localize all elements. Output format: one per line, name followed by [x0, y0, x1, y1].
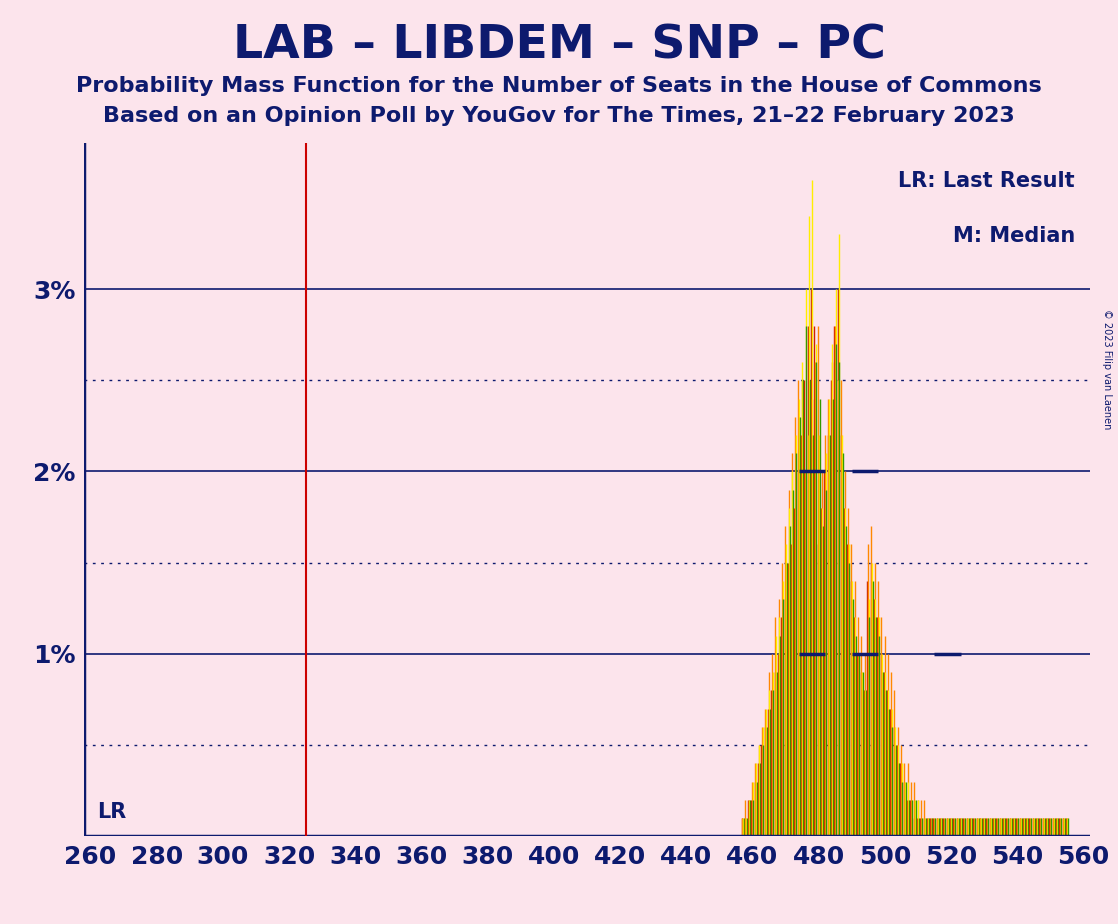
- Text: LR: LR: [97, 802, 126, 821]
- Text: © 2023 Filip van Laenen: © 2023 Filip van Laenen: [1102, 310, 1112, 430]
- Text: LAB – LIBDEM – SNP – PC: LAB – LIBDEM – SNP – PC: [233, 23, 885, 68]
- Text: M: Median: M: Median: [953, 226, 1074, 247]
- Text: Probability Mass Function for the Number of Seats in the House of Commons: Probability Mass Function for the Number…: [76, 76, 1042, 96]
- Text: LR: Last Result: LR: Last Result: [899, 171, 1074, 191]
- Text: Based on an Opinion Poll by YouGov for The Times, 21–22 February 2023: Based on an Opinion Poll by YouGov for T…: [103, 106, 1015, 127]
